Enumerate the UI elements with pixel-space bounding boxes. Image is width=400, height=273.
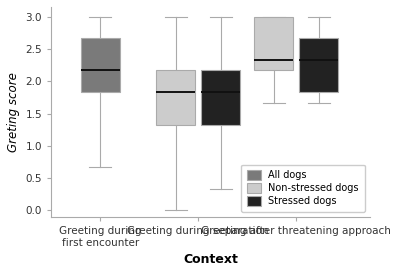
Bar <box>254 17 293 70</box>
Y-axis label: Greting score: Greting score <box>7 72 20 152</box>
Bar <box>201 70 240 124</box>
Legend: All dogs, Non-stressed dogs, Stressed dogs: All dogs, Non-stressed dogs, Stressed do… <box>241 165 365 212</box>
Bar <box>156 70 195 124</box>
Bar <box>80 38 120 92</box>
X-axis label: Context: Context <box>183 253 238 266</box>
Bar <box>299 38 338 92</box>
